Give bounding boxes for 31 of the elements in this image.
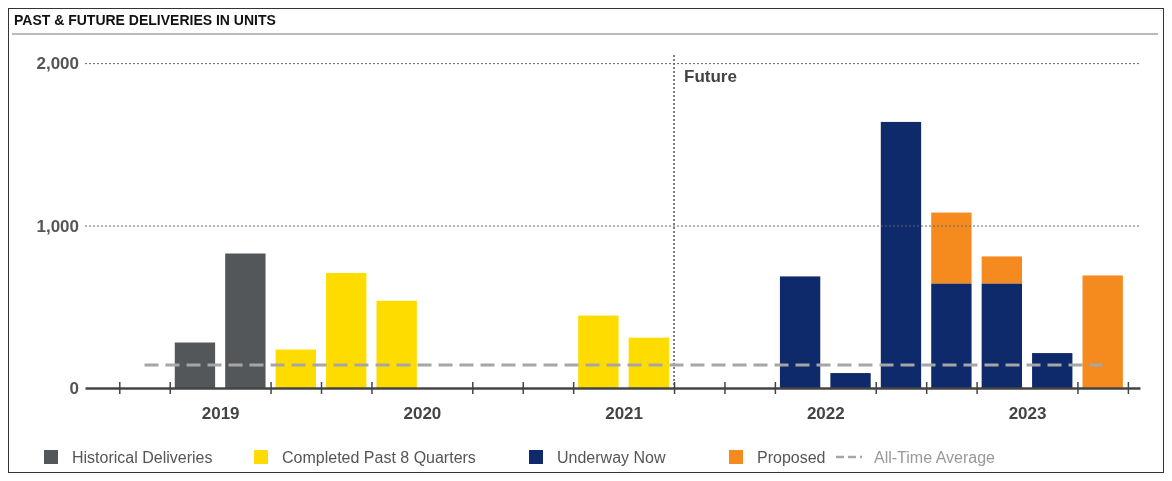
legend-label: Underway Now: [557, 449, 666, 466]
legend-label: Historical Deliveries: [72, 449, 213, 466]
bar: [880, 121, 922, 388]
x-tick-label: 2021: [605, 404, 644, 424]
bar: [1082, 275, 1123, 388]
bar: [174, 342, 216, 388]
bar: [981, 256, 1022, 284]
bar: [628, 337, 669, 388]
y-tick-label: 1,000: [36, 216, 79, 236]
bar: [981, 283, 1022, 388]
bar: [225, 253, 266, 388]
x-tick-label: 2023: [1008, 404, 1047, 424]
bar: [779, 276, 821, 388]
x-tick-label: 2020: [403, 404, 442, 424]
x-tick-label: 2022: [806, 404, 845, 424]
bar: [931, 283, 972, 388]
chart-title: PAST & FUTURE DELIVERIES IN UNITS: [14, 12, 276, 28]
x-tick-label: 2019: [201, 404, 240, 424]
legend-label: All-Time Average: [874, 449, 996, 466]
bar: [578, 315, 619, 388]
bar: [1032, 353, 1073, 388]
y-tick-label: 0: [69, 378, 79, 398]
bar: [326, 272, 367, 388]
bar: [830, 373, 871, 388]
bar: [931, 212, 972, 284]
ref-line-label: Future: [684, 67, 737, 86]
y-tick-label: 2,000: [36, 54, 79, 74]
legend-label: Proposed: [757, 449, 826, 466]
bar: [275, 349, 316, 388]
bar: [376, 300, 417, 388]
legend-label: Completed Past 8 Quarters: [282, 449, 476, 466]
